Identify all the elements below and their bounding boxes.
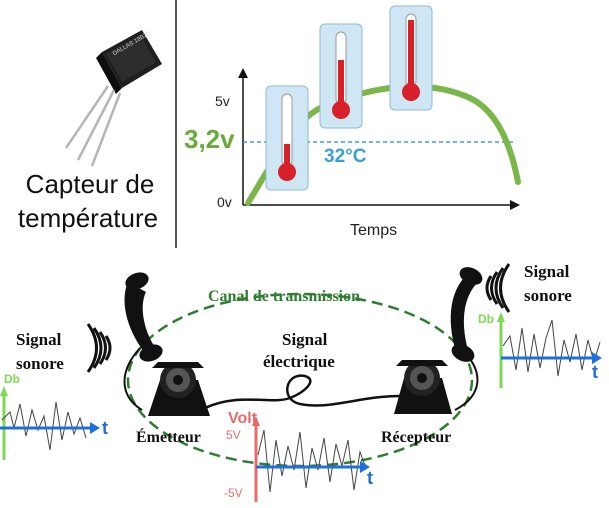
volt-label: Volt <box>228 410 258 427</box>
emitter-phone-icon <box>148 362 210 416</box>
y-mid-label: 3,2v <box>184 124 235 154</box>
left-sound-label-line1: Signal <box>16 330 62 349</box>
temperature-label: 32°C <box>324 146 367 167</box>
handset-right-icon <box>450 267 483 362</box>
temperature-sensor-icon <box>64 30 162 167</box>
right-sound-label-line1: Signal <box>524 262 570 281</box>
t-label-left: t <box>102 418 108 438</box>
t-label-right: t <box>592 362 598 382</box>
thermometer-icon <box>319 23 363 129</box>
emitter-label: Émetteur <box>136 429 201 446</box>
electric-signal-label-line1: Signal <box>282 330 328 349</box>
sound-waves-right-icon <box>485 263 511 313</box>
t-label-center: t <box>367 468 373 488</box>
thermometer-icon <box>389 5 433 111</box>
sensor-caption-line2: température <box>17 203 159 233</box>
sound-waves-left-icon <box>86 323 112 373</box>
handset-left-icon <box>124 272 163 362</box>
receiver-phone-icon <box>394 360 452 414</box>
y-bottom-label: 0v <box>217 194 232 210</box>
db-label-right: Db <box>478 312 494 326</box>
electric-signal-label-line2: électrique <box>263 352 335 371</box>
y-top-label: 5v <box>215 93 230 109</box>
minus5v-label: -5V <box>224 486 243 500</box>
db-label-left: Db <box>4 372 20 386</box>
right-sound-label-line2: sonore <box>524 286 572 305</box>
electric-signal-plot <box>252 416 370 502</box>
right-sound-signal-plot <box>497 312 602 388</box>
plus5v-label: 5V <box>226 428 241 442</box>
thermometer-icon <box>265 85 309 191</box>
channel-label: Canal de transmission <box>208 288 361 305</box>
left-sound-signal-plot <box>0 386 100 460</box>
left-sound-label-line2: sonore <box>16 354 64 373</box>
phone-cable <box>204 374 401 410</box>
x-axis-label: Temps <box>350 222 398 239</box>
receiver-label: Récepteur <box>381 429 452 446</box>
sensor-caption-line1: Capteur de <box>25 169 155 199</box>
